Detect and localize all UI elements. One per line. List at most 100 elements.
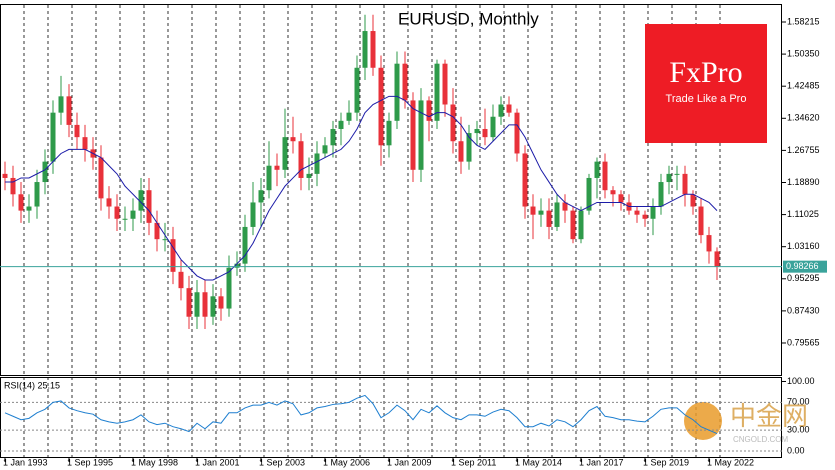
candle-body xyxy=(418,100,424,170)
x-tick-label: 1 Sep 1995 xyxy=(67,457,113,467)
chart-title: EURUSD, Monthly xyxy=(398,9,539,28)
candle-body xyxy=(354,67,360,113)
candle-body xyxy=(122,218,128,220)
candle-body xyxy=(306,173,312,178)
candle-body xyxy=(482,128,488,138)
candle-body xyxy=(658,182,664,207)
y-tick-label: 30.00 xyxy=(787,425,810,435)
y-tick-label: 1.42485 xyxy=(787,81,820,91)
candle-body xyxy=(442,63,448,105)
candle-body xyxy=(282,137,288,170)
time-grid xyxy=(23,5,721,457)
y-tick-label: 1.26755 xyxy=(787,145,820,155)
candle-body xyxy=(666,173,672,183)
logo-box xyxy=(645,24,767,143)
candle-body xyxy=(74,124,80,138)
candle-body xyxy=(514,112,520,154)
x-tick-label: 1 May 2014 xyxy=(515,457,562,467)
candle-body xyxy=(226,267,232,309)
candle-body xyxy=(322,145,328,154)
candle-body xyxy=(42,161,48,183)
candle-body xyxy=(290,137,296,142)
candle-body xyxy=(98,157,104,199)
candle-body xyxy=(2,173,8,178)
x-tick-label: 1 Sep 2019 xyxy=(643,457,689,467)
candle-body xyxy=(402,63,408,101)
moving-average xyxy=(5,95,718,281)
candle-body xyxy=(146,190,152,223)
y-tick-label: 1.18890 xyxy=(787,177,820,187)
candle-body xyxy=(338,120,344,129)
candle-body xyxy=(82,137,88,150)
candle-body xyxy=(298,141,304,178)
watermark-name: 中金网 xyxy=(730,401,808,431)
candle-body xyxy=(362,31,368,68)
logo-tagline: Trade Like a Pro xyxy=(666,93,747,105)
candle-body xyxy=(314,153,320,174)
last-price-box xyxy=(783,260,827,273)
candle-body xyxy=(330,128,336,146)
candle-body xyxy=(426,100,432,121)
x-tick-label: 1 May 2022 xyxy=(707,457,754,467)
x-tick-label: 1 May 1998 xyxy=(131,457,178,467)
candle-body xyxy=(58,96,64,113)
x-tick-label: 1 Jan 2001 xyxy=(195,457,240,467)
candle-body xyxy=(178,271,184,289)
candle-body xyxy=(490,116,496,138)
candle-body xyxy=(586,177,592,211)
candle-body xyxy=(274,165,280,170)
y-tick-label: 1.58215 xyxy=(787,16,820,26)
candle-body xyxy=(218,296,224,309)
y-tick-label: 0.00 xyxy=(787,445,805,455)
rsi-line xyxy=(4,394,718,435)
candle-body xyxy=(538,210,544,215)
candle-body xyxy=(34,182,40,207)
candle-body xyxy=(50,112,56,162)
candle-body xyxy=(570,210,576,240)
candle-body xyxy=(506,104,512,113)
candle-body xyxy=(394,63,400,121)
candle-body xyxy=(378,67,384,146)
candle-body xyxy=(266,165,272,191)
candle-body xyxy=(138,190,144,211)
candle-body xyxy=(498,104,504,117)
watermark-icon xyxy=(684,402,722,440)
candle-body xyxy=(706,235,712,252)
y-tick-label: 0.95295 xyxy=(787,273,820,283)
candle-body xyxy=(194,292,200,317)
rsi-panel xyxy=(0,377,782,458)
candle-body xyxy=(242,226,248,264)
candle-body xyxy=(602,161,608,191)
candle-body xyxy=(130,210,136,219)
candle-body xyxy=(578,210,584,240)
y-tick-label: 0.87430 xyxy=(787,305,820,315)
candle-body xyxy=(450,104,456,142)
y-tick-label: 100.00 xyxy=(787,376,815,386)
candle-body xyxy=(610,190,616,195)
candle-body xyxy=(618,194,624,203)
candle-body xyxy=(18,194,24,211)
candle-body xyxy=(186,288,192,317)
candle-body xyxy=(106,198,112,207)
y-tick-label: 1.34620 xyxy=(787,113,820,123)
candle-body xyxy=(474,128,480,134)
watermark-site: CNGOLD.COM xyxy=(733,435,788,444)
candle-body xyxy=(714,251,720,267)
y-tick-label: 1.03160 xyxy=(787,241,820,251)
x-tick-label: 1 Jan 2009 xyxy=(387,457,432,467)
candle-body xyxy=(26,206,32,211)
candle-body xyxy=(530,206,536,215)
candle-body xyxy=(682,173,688,195)
candle-body xyxy=(434,63,440,121)
x-tick-label: 1 Sep 2003 xyxy=(259,457,305,467)
candle-body xyxy=(162,239,168,241)
candle-body xyxy=(250,202,256,227)
y-tick-label: 0.79565 xyxy=(787,337,820,347)
candle-body xyxy=(634,210,640,215)
candle-body xyxy=(690,194,696,207)
candle-body xyxy=(594,161,600,178)
candle-body xyxy=(466,133,472,162)
price-panel xyxy=(0,4,782,376)
last-price-label: 0.98266 xyxy=(786,261,819,271)
